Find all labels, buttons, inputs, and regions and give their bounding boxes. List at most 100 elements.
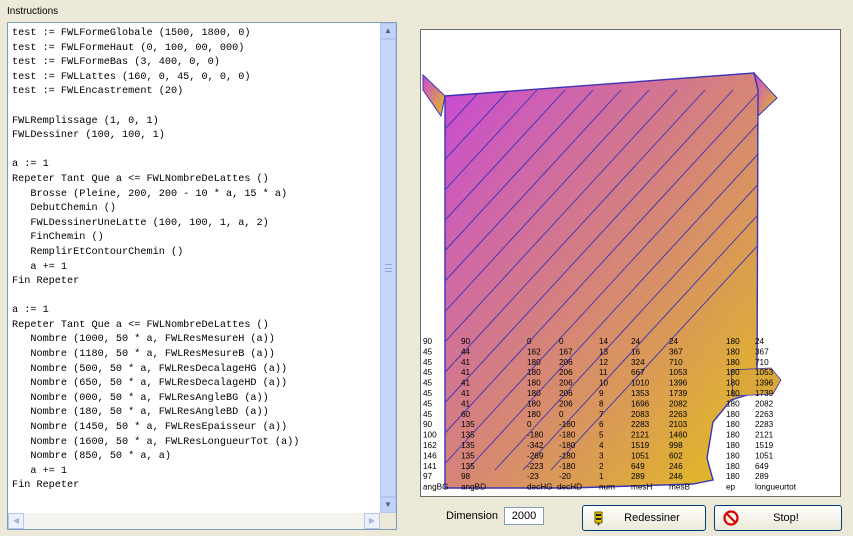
table-cell: 1739: [755, 389, 774, 398]
table-cell: 45: [423, 379, 433, 388]
slat-line: [445, 89, 650, 471]
drawing-canvas[interactable]: 90 90 0 0 14 24 24 180 24 45 44 162 167 13 16 367 180 367…: [420, 29, 841, 497]
redraw-button[interactable]: Redessiner: [582, 505, 706, 531]
code-line: Nombre (1600, 50 * a, FWLResLongueurTot …: [12, 436, 300, 448]
table-cell: 206: [559, 358, 573, 367]
code-line: Nombre (1000, 50 * a, FWLResMesureH (a)): [12, 334, 275, 346]
table-header: decHG: [527, 483, 552, 492]
code-line: FinChemin (): [12, 232, 104, 244]
table-cell: 180: [726, 358, 740, 367]
table-cell: 998: [669, 441, 683, 450]
table-cell: 0: [527, 420, 532, 429]
table-cell: 180: [726, 368, 740, 377]
table-cell: -180: [559, 451, 576, 460]
table-cell: -180: [559, 441, 576, 450]
table-cell: 2283: [631, 420, 650, 429]
table-cell: 90: [461, 337, 471, 346]
table-cell: 2121: [755, 431, 774, 440]
table-cell: 9: [599, 389, 604, 398]
scroll-up-button[interactable]: ▲: [380, 23, 396, 39]
right-sill-shape: [730, 367, 782, 397]
table-cell: 16: [631, 347, 641, 356]
code-text[interactable]: test := FWLFormeGlobale (1500, 1800, 0) t…: [12, 27, 382, 511]
dimension-input[interactable]: [504, 507, 544, 525]
code-line: FWLDessiner (100, 100, 1): [12, 130, 165, 142]
table-cell: 180: [726, 451, 740, 460]
slat-lines: [445, 89, 758, 471]
code-line: FWLRemplissage (1, 0, 1): [12, 115, 159, 127]
table-cell: 41: [461, 368, 471, 377]
slat-line: [494, 89, 758, 471]
table-cell: 6: [599, 420, 604, 429]
code-line: Nombre (000, 50 * a, FWLResAngleBG (a)): [12, 392, 269, 404]
table-cell: 41: [461, 389, 471, 398]
code-line: test := FWLFormeGlobale (1500, 1800, 0): [12, 28, 251, 39]
table-cell: 649: [631, 462, 645, 471]
table-cell: 1051: [631, 451, 650, 460]
slat-line: [522, 89, 758, 471]
table-cell: 180: [726, 389, 740, 398]
table-cell: 2083: [631, 410, 650, 419]
table-cell: 180: [527, 358, 541, 367]
table-header: mesB: [669, 483, 690, 492]
slat-line: [445, 89, 758, 471]
table-cell: 667: [631, 368, 645, 377]
table-cell: 246: [669, 462, 683, 471]
table-cell: 45: [423, 368, 433, 377]
table-header: mesH: [631, 483, 652, 492]
code-line: a := 1: [12, 305, 49, 317]
slat-line: [445, 89, 594, 471]
vertical-scroll-thumb[interactable]: [380, 39, 396, 497]
table-cell: -23: [527, 472, 539, 481]
table-cell: 24: [669, 337, 679, 346]
table-cell: 2283: [755, 420, 774, 429]
slat-line: [445, 89, 706, 471]
scroll-left-button[interactable]: ◀: [8, 513, 24, 529]
table-cell: 45: [423, 399, 433, 408]
code-line: Nombre (180, 50 * a, FWLResAngleBD (a)): [12, 407, 269, 419]
left-lintel-shape: [422, 73, 446, 118]
scrollbar-corner: [380, 513, 396, 529]
code-line: Fin Repeter: [12, 276, 80, 288]
stop-button[interactable]: Stop!: [714, 505, 842, 531]
slat-line: [445, 89, 622, 471]
code-line: Nombre (1180, 50 * a, FWLResMesureB (a)): [12, 349, 275, 361]
table-cell: -180: [559, 462, 576, 471]
table-cell: 2082: [755, 399, 774, 408]
instructions-editor[interactable]: test := FWLFormeGlobale (1500, 1800, 0) t…: [7, 22, 397, 530]
table-header: angBG: [423, 483, 449, 492]
table-cell: 180: [527, 379, 541, 388]
table-cell: 45: [423, 389, 433, 398]
table-cell: 2121: [631, 431, 650, 440]
vertical-scrollbar[interactable]: ▲ ▼: [380, 23, 396, 513]
code-line: DebutChemin (): [12, 203, 116, 215]
table-cell: 180: [726, 472, 740, 481]
code-line: test := FWLFormeHaut (0, 100, 00, 000): [12, 42, 245, 54]
table-cell: 44: [461, 347, 471, 356]
slat-line: [445, 89, 566, 471]
table-cell: 135: [461, 451, 475, 460]
scroll-down-button[interactable]: ▼: [380, 497, 396, 513]
table-cell: 11: [599, 368, 608, 377]
table-cell: 45: [423, 358, 433, 367]
table-cell: 180: [726, 462, 740, 471]
table-cell: 2263: [669, 410, 688, 419]
table-cell: 60: [461, 410, 471, 419]
table-cell: 162: [527, 347, 541, 356]
table-cell: 180: [726, 410, 740, 419]
scroll-right-button[interactable]: ▶: [364, 513, 380, 529]
window-frame-shape: [444, 72, 759, 489]
horizontal-scrollbar[interactable]: ◀ ▶: [8, 513, 380, 529]
table-cell: 97: [423, 472, 433, 481]
table-cell: 135: [461, 431, 475, 440]
table-cell: 2082: [669, 399, 688, 408]
code-line: a += 1: [12, 261, 68, 273]
table-cell: -180: [559, 420, 576, 429]
table-cell: 41: [461, 358, 471, 367]
table-cell: 246: [669, 472, 683, 481]
table-cell: 1519: [755, 441, 774, 450]
table-cell: 1396: [669, 379, 688, 388]
table-cell: 710: [755, 358, 769, 367]
instructions-label: Instructions: [7, 6, 59, 17]
stop-icon: [723, 510, 739, 526]
